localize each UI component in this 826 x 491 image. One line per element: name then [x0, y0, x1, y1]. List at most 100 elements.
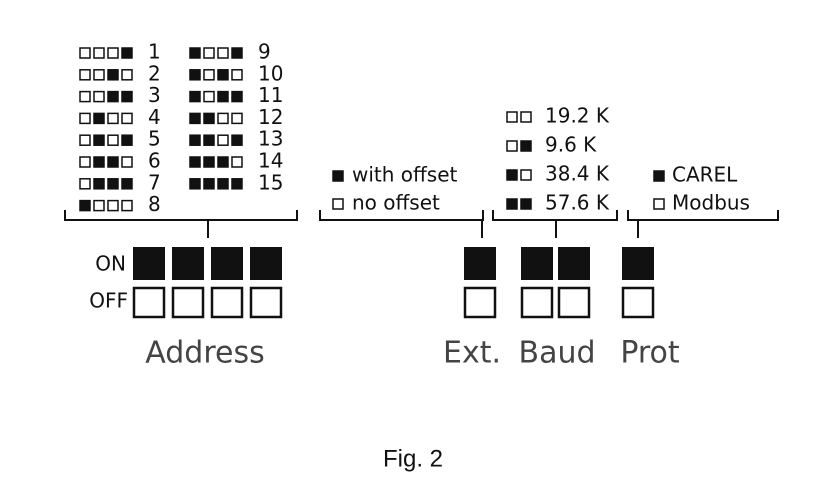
- switch-off: [132, 286, 166, 319]
- bit-square: [231, 134, 243, 146]
- baud-label: 57.6 K: [545, 191, 610, 215]
- bit-square: [107, 112, 119, 125]
- bit-square: [203, 134, 215, 146]
- bit-square: [520, 198, 532, 210]
- bit-square: [231, 178, 243, 190]
- bit-square: [107, 134, 119, 146]
- switch-on: [250, 247, 282, 280]
- baud-label: 38.4 K: [545, 162, 610, 186]
- address-number: 10: [258, 61, 283, 85]
- bit-square: [217, 178, 229, 190]
- address-number: 4: [148, 105, 161, 129]
- bit-square: [653, 170, 665, 182]
- address-number: 8: [148, 192, 161, 216]
- switch-off: [210, 286, 244, 319]
- bit-square: [506, 169, 518, 181]
- bit-square: [203, 90, 215, 103]
- bit-square: [203, 112, 215, 125]
- switch-on: [622, 247, 654, 280]
- bit-square: [93, 199, 105, 212]
- bracket: [64, 210, 298, 238]
- bit-square: [217, 47, 229, 59]
- switch-on: [172, 247, 204, 280]
- bit-square: [79, 199, 91, 212]
- bit-square: [506, 140, 518, 152]
- bit-square: [203, 47, 215, 59]
- bit-square: [79, 69, 91, 81]
- bracket: [492, 210, 618, 238]
- bit-square: [189, 90, 201, 103]
- bit-square: [93, 47, 105, 59]
- group-label: Baud: [518, 336, 595, 371]
- bit-square: [79, 90, 91, 103]
- bit-square: [121, 134, 133, 146]
- switch-off: [557, 286, 591, 319]
- bit-square: [93, 156, 105, 168]
- bit-square: [506, 111, 518, 123]
- bit-square: [107, 69, 119, 81]
- address-number: 2: [148, 61, 161, 85]
- address-number: 3: [148, 83, 161, 107]
- bit-square: [189, 69, 201, 81]
- switch-off: [520, 286, 554, 319]
- bit-square: [231, 112, 243, 125]
- bit-square: [79, 47, 91, 59]
- bit-square: [189, 47, 201, 59]
- switch-off: [249, 286, 283, 319]
- bit-square: [217, 69, 229, 81]
- bit-square: [231, 47, 243, 59]
- bit-square: [189, 178, 201, 190]
- bit-square: [520, 111, 532, 123]
- bit-square: [332, 170, 344, 182]
- switch-off: [171, 286, 205, 319]
- address-number: 13: [258, 127, 283, 151]
- bit-square: [231, 69, 243, 81]
- group-label: Prot: [620, 336, 680, 371]
- bit-square: [79, 134, 91, 146]
- switch-on: [558, 247, 590, 280]
- bracket: [319, 210, 484, 238]
- bit-square: [121, 90, 133, 103]
- switch-off: [621, 286, 655, 319]
- bit-square: [217, 90, 229, 103]
- switch-off: [463, 286, 497, 319]
- address-number: 7: [148, 170, 161, 194]
- bit-square: [93, 178, 105, 190]
- bit-square: [79, 178, 91, 190]
- bit-square: [93, 134, 105, 146]
- bit-square: [332, 198, 344, 210]
- bit-square: [203, 69, 215, 81]
- bit-square: [189, 112, 201, 125]
- bit-square: [217, 112, 229, 125]
- protocol-label: CAREL: [672, 163, 738, 187]
- bit-square: [121, 112, 133, 125]
- bit-square: [107, 90, 119, 103]
- bit-square: [217, 134, 229, 146]
- bit-square: [217, 156, 229, 168]
- protocol-label: Modbus: [672, 191, 750, 215]
- bit-square: [93, 112, 105, 125]
- address-number: 14: [258, 149, 283, 173]
- baud-label: 19.2 K: [545, 104, 610, 128]
- bit-square: [93, 69, 105, 81]
- bit-square: [121, 199, 133, 212]
- bit-square: [520, 140, 532, 152]
- bit-square: [520, 169, 532, 181]
- bit-square: [653, 198, 665, 210]
- off-label: OFF: [89, 289, 128, 313]
- address-number: 15: [258, 170, 283, 194]
- group-label: Ext.: [443, 336, 501, 371]
- bit-square: [93, 90, 105, 103]
- bit-square: [107, 156, 119, 168]
- bit-square: [189, 156, 201, 168]
- bit-square: [79, 112, 91, 125]
- bit-square: [203, 156, 215, 168]
- bit-square: [121, 69, 133, 81]
- bit-square: [107, 178, 119, 190]
- caption: Fig. 2: [383, 445, 443, 472]
- bit-square: [107, 47, 119, 59]
- bit-square: [107, 199, 119, 212]
- group-label: Address: [145, 336, 264, 371]
- bit-square: [231, 156, 243, 168]
- address-number: 9: [258, 40, 271, 64]
